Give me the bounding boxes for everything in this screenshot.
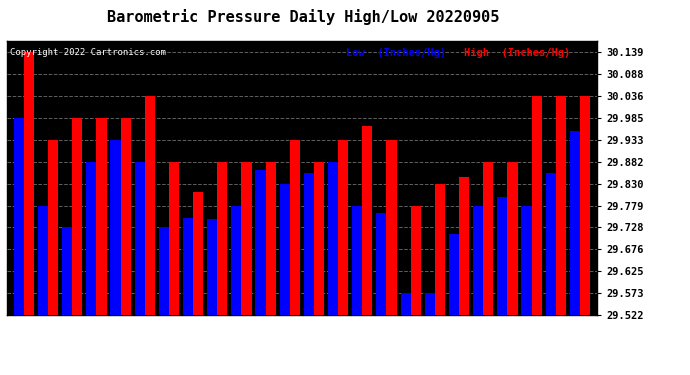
Bar [193,192,204,315]
Bar [38,206,48,315]
Text: High  (Inches/Hg): High (Inches/Hg) [464,48,571,58]
Bar [279,184,290,315]
Bar [555,96,566,315]
Bar [97,118,106,315]
Bar [546,173,555,315]
Bar [266,162,276,315]
Bar [110,140,121,315]
Bar [314,162,324,315]
Bar [24,53,34,315]
Bar [86,162,97,315]
Bar [570,130,580,315]
Bar [304,173,314,315]
Bar [522,206,531,315]
Text: Barometric Pressure Daily High/Low 20220905: Barometric Pressure Daily High/Low 20220… [108,9,500,26]
Bar [62,227,72,315]
Bar [449,234,459,315]
Bar [241,162,252,315]
Bar [425,293,435,315]
Bar [435,184,445,315]
Bar [352,206,362,315]
Text: Low  (Inches/Hg): Low (Inches/Hg) [346,48,446,58]
Bar [121,118,130,315]
Bar [159,227,169,315]
Bar [362,126,373,315]
Bar [497,196,507,315]
Bar [328,162,338,315]
Bar [145,96,155,315]
Bar [231,206,241,315]
Bar [580,96,590,315]
Bar [507,162,518,315]
Bar [169,162,179,315]
Bar [183,218,193,315]
Bar [411,206,421,315]
Bar [255,170,266,315]
Bar [376,213,386,315]
Bar [217,162,228,315]
Text: Copyright 2022 Cartronics.com: Copyright 2022 Cartronics.com [10,48,166,57]
Bar [14,118,24,315]
Bar [459,177,469,315]
Bar [531,96,542,315]
Bar [400,293,411,315]
Bar [290,140,300,315]
Bar [207,219,217,315]
Bar [48,140,58,315]
Bar [72,118,82,315]
Bar [135,162,145,315]
Bar [338,140,348,315]
Bar [386,140,397,315]
Bar [483,162,493,315]
Bar [473,206,483,315]
